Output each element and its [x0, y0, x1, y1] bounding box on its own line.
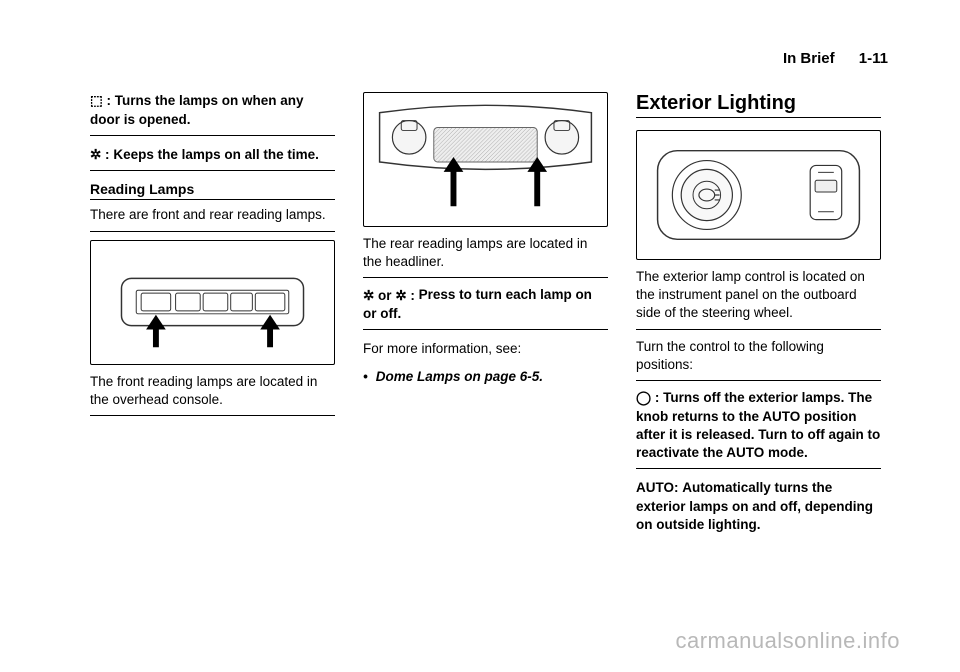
rear-reading-lamps-svg [364, 93, 607, 226]
rear-reading-lamps-figure [363, 92, 608, 227]
manual-page: In Brief 1-11 ⬚ : Turns the lamps on whe… [0, 0, 960, 672]
exterior-control-svg [637, 131, 880, 259]
header-page-number: 1-11 [859, 50, 888, 67]
reading-lamps-heading: Reading Lamps [90, 181, 335, 200]
def-off: ◯ : Turns off the exterior lamps. The kn… [636, 389, 881, 469]
column-2: The rear reading lamps are located in th… [363, 92, 608, 544]
header-section: In Brief [783, 50, 835, 67]
page-header: In Brief 1-11 [90, 50, 900, 67]
watermark-text: carmanualsonline.info [675, 628, 900, 654]
turn-to-text: Turn the control to the following positi… [636, 338, 881, 381]
column-3: Exterior Lighting The exterior lamp cont… [636, 92, 881, 544]
exterior-control-figure [636, 130, 881, 260]
def-door-open: ⬚ : Turns the lamps on when any door is … [90, 92, 335, 136]
def-press-lamp: ✲ or ✲ : Press to turn each lamp on or o… [363, 286, 608, 330]
off-colon: : [651, 390, 659, 405]
press-symbol-icon: ✲ or ✲ : [363, 287, 415, 305]
door-symbol-icon: ⬚ : [90, 92, 111, 110]
front-caption: The front reading lamps are located in t… [90, 373, 335, 416]
bullet-dome-lamps: Dome Lamps on page 6-5. [363, 368, 608, 386]
def-door-text: Turns the lamps on when any door is open… [90, 93, 304, 127]
front-reading-lamps-svg [91, 241, 334, 364]
def-on-text: Keeps the lamps on all the time. [113, 147, 319, 162]
more-info-text: For more information, see: [363, 340, 608, 358]
exterior-lighting-heading: Exterior Lighting [636, 92, 881, 118]
exterior-location-text: The exterior lamp control is located on … [636, 268, 881, 330]
front-reading-lamps-figure [90, 240, 335, 365]
def-lamps-on: ✲ : Keeps the lamps on all the time. [90, 146, 335, 172]
rear-caption: The rear reading lamps are located in th… [363, 235, 608, 278]
column-1: ⬚ : Turns the lamps on when any door is … [90, 92, 335, 544]
off-symbol-icon: ◯ [636, 389, 651, 407]
auto-term: AUTO: [636, 480, 679, 495]
lamp-on-symbol-icon: ✲ : [90, 146, 110, 164]
info-bullet-list: Dome Lamps on page 6-5. [363, 368, 608, 386]
reading-intro-text: There are front and rear reading lamps. [90, 206, 335, 231]
content-columns: ⬚ : Turns the lamps on when any door is … [90, 92, 900, 544]
def-off-text: Turns off the exterior lamps. The knob r… [636, 390, 880, 460]
def-auto: AUTO: Automatically turns the exterior l… [636, 479, 881, 534]
